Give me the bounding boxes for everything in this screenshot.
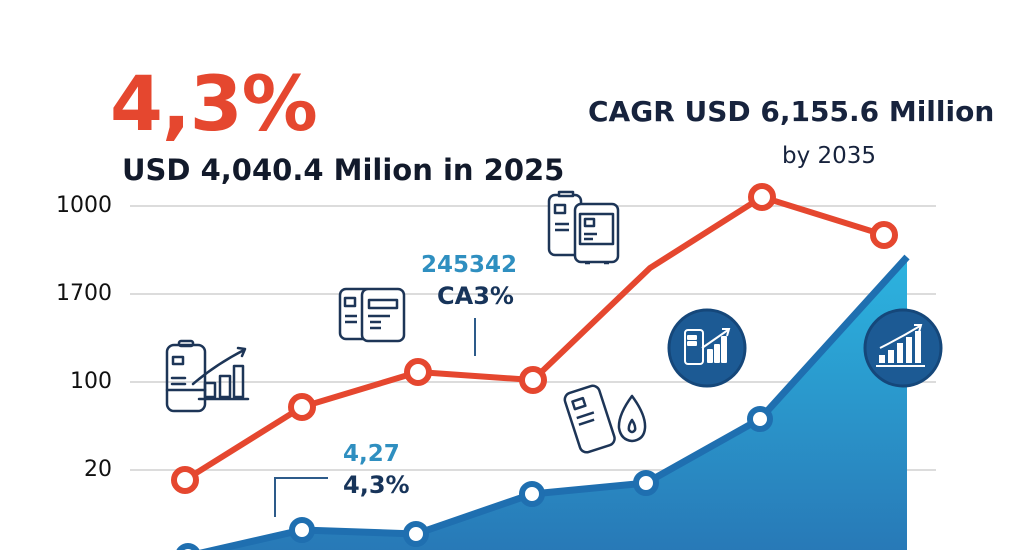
y-tick-label: 1000 xyxy=(56,193,112,218)
y-tick-label: 20 xyxy=(84,457,112,482)
circle-meter-growth-icon xyxy=(667,308,747,388)
headline-cagr-value: 4,3% xyxy=(110,59,318,148)
meter-water-drop-icon xyxy=(563,384,647,454)
circle-bar-growth-icon xyxy=(863,308,943,388)
blue-markers xyxy=(176,406,773,550)
annotation-2-value: 4,27 xyxy=(343,441,400,467)
y-tick-label: 100 xyxy=(70,369,112,394)
dual-meter-icon-2 xyxy=(547,190,620,265)
meter-chart-icon xyxy=(165,339,250,413)
forecast-year: by 2035 xyxy=(782,143,877,169)
y-tick-label: 1700 xyxy=(56,281,112,306)
forecast-title: CAGR USD 6,155.6 Million xyxy=(588,95,995,128)
blue-line xyxy=(198,254,910,550)
annotation-2-label: 4,3% xyxy=(343,471,410,499)
red-markers xyxy=(171,183,898,494)
blue-area xyxy=(150,257,907,550)
headline-market-value-2025: USD 4,040.4 Milion in 2025 xyxy=(122,153,565,187)
annotation-1-value: 245342 xyxy=(421,252,518,278)
dual-meter-icon xyxy=(338,287,406,343)
annotation-1-label: CA3% xyxy=(437,282,514,310)
annotation-leader-2 xyxy=(274,477,328,517)
